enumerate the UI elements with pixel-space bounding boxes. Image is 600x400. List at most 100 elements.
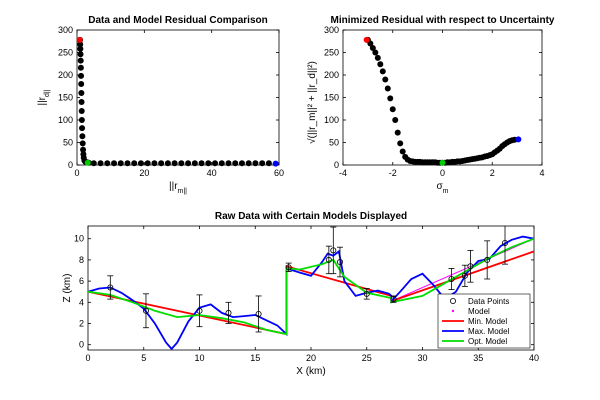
data-point [131, 160, 138, 167]
data-point [397, 140, 404, 147]
y-tick-label: 2 [79, 319, 84, 329]
y-tick-label: 4 [79, 297, 84, 307]
y-tick-label: 0 [68, 160, 73, 170]
data-point [78, 108, 85, 114]
data-point [198, 160, 205, 167]
data-point [259, 160, 266, 167]
data-point [205, 160, 212, 167]
legend-label: Model [468, 307, 490, 316]
y-tick-label: 0 [334, 160, 339, 170]
x-axis-label-main: ||r [169, 181, 178, 192]
data-point [77, 51, 84, 58]
data-point-marker [484, 256, 491, 263]
y-tick-label: 8 [79, 255, 84, 265]
x-tick-label: 40 [529, 353, 539, 363]
y-tick-label: 150 [324, 93, 339, 103]
chart-title: Raw Data with Certain Models Displayed [215, 211, 407, 222]
data-point [389, 106, 396, 113]
x-tick-label: 20 [306, 353, 316, 363]
chart-1: 0 20 40 60 0 50 100 150 200 250 300 Data and Model … [37, 15, 284, 195]
x-axis-label-sub: m|| [178, 188, 188, 195]
y-tick-label: 200 [58, 70, 73, 80]
x-tick-label: 10 [194, 353, 204, 363]
y-tick-label: 250 [324, 48, 339, 58]
data-point [79, 125, 86, 132]
data-point [374, 54, 381, 61]
data-point [78, 90, 85, 96]
data-point [104, 160, 111, 167]
y-tick-label: 300 [58, 25, 73, 35]
x-axis-label-sub: m [443, 188, 449, 195]
data-point [212, 160, 219, 167]
x-tick-label: 20 [139, 168, 149, 178]
data-point-marker [225, 309, 232, 316]
x-tick-label: 0 [74, 168, 79, 178]
y-tick-label: 10 [74, 234, 84, 244]
data-point [137, 160, 144, 167]
y-tick-label: 100 [58, 115, 73, 125]
data-point [372, 49, 379, 56]
data-point [387, 95, 394, 102]
highlight-point [84, 159, 91, 166]
x-tick-label: 25 [362, 353, 372, 363]
legend-label: Max. Model [468, 327, 510, 336]
data-point [79, 133, 86, 140]
data-point-marker [285, 264, 292, 271]
x-tick-label: -2 [389, 168, 397, 178]
data-point [151, 160, 158, 167]
x-tick-label: 4 [539, 168, 544, 178]
data-point-marker [461, 272, 468, 279]
data-point [77, 57, 84, 64]
data-point [90, 160, 97, 167]
chart-3: 0 5 10 15 20 25 30 35 40 0 2 4 6 8 10 Raw Data with Cer… [62, 211, 539, 377]
y-tick-label: 0 [79, 340, 84, 350]
highlight-point [515, 136, 522, 143]
x-axis-label: σm [436, 181, 448, 195]
data-point [124, 160, 131, 167]
data-point [379, 68, 386, 75]
x-tick-label: -4 [339, 168, 347, 178]
y-tick-label: 150 [58, 93, 73, 103]
data-point-marker [142, 307, 149, 314]
axes-box-1 [76, 29, 280, 166]
data-point [384, 85, 391, 92]
chart-title: Minimized Residual with respect to Uncer… [331, 15, 555, 26]
data-point [80, 146, 87, 153]
y-tick-label: 50 [63, 138, 73, 148]
y-tick-label: 6 [79, 276, 84, 286]
data-point [382, 76, 389, 83]
data-point-marker [107, 284, 114, 291]
highlight-point [439, 159, 446, 166]
data-point [265, 160, 272, 167]
legend-marker-model [451, 309, 455, 313]
y-axis-label: Z (km) [62, 274, 73, 303]
legend-label: Data Points [468, 297, 509, 306]
data-point [144, 160, 151, 167]
data-point-marker [502, 239, 509, 246]
data-point [178, 160, 185, 167]
x-tick-label: 60 [274, 168, 284, 178]
data-point-marker [390, 296, 397, 303]
x-tick-label: 0 [440, 168, 445, 178]
y-axis-label-sub: d|| [44, 89, 51, 97]
x-axis-label: ||rm|| [169, 181, 187, 195]
data-point [185, 160, 192, 167]
data-point [238, 160, 245, 167]
x-tick-label: 15 [250, 353, 260, 363]
data-point [117, 160, 124, 167]
data-point-marker [363, 290, 370, 297]
data-point [171, 160, 178, 167]
data-point [377, 61, 384, 68]
y-tick-label: 100 [324, 115, 339, 125]
data-point [218, 160, 225, 167]
data-point-marker [325, 256, 332, 263]
data-point-marker [330, 247, 337, 254]
y-axis-label: ||rd|| [37, 89, 51, 105]
data-point [77, 45, 84, 52]
data-point [392, 117, 399, 123]
series-line-opt-model [88, 237, 534, 336]
y-tick-label: 250 [58, 48, 73, 58]
data-point [78, 72, 85, 79]
